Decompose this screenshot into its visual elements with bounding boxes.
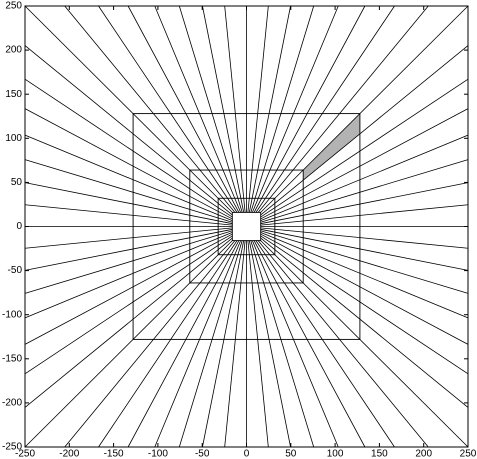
y-tick-label: 250 xyxy=(5,1,22,12)
ray xyxy=(24,228,233,271)
ray xyxy=(24,233,233,345)
ray xyxy=(260,231,469,319)
ray xyxy=(24,159,233,223)
ray xyxy=(255,5,395,213)
ray xyxy=(224,240,246,448)
ray xyxy=(98,240,238,448)
ray xyxy=(260,230,469,294)
ray xyxy=(202,240,245,448)
ray xyxy=(178,5,243,213)
ray xyxy=(24,230,233,294)
ray xyxy=(255,240,395,448)
ray xyxy=(260,240,469,448)
x-tick-label: 150 xyxy=(371,449,388,459)
ray xyxy=(253,240,366,448)
ray xyxy=(154,5,241,213)
ray xyxy=(257,240,429,448)
ray xyxy=(24,240,233,448)
ray xyxy=(127,240,240,448)
x-tick-label: 100 xyxy=(327,449,344,459)
ray xyxy=(260,227,469,249)
ray xyxy=(260,235,469,375)
square xyxy=(132,113,361,340)
y-tick-label: 150 xyxy=(5,89,22,100)
ray xyxy=(247,240,269,448)
ray xyxy=(127,5,240,213)
ray xyxy=(250,240,315,448)
ray xyxy=(260,134,469,222)
ray xyxy=(260,182,469,225)
ray xyxy=(260,204,469,226)
y-tick-label: -250 xyxy=(2,442,22,453)
ray xyxy=(24,231,233,319)
x-tick-label: -50 xyxy=(195,449,210,459)
x-tick-label: -150 xyxy=(104,449,124,459)
square xyxy=(217,197,276,256)
y-tick-label: -150 xyxy=(2,353,22,364)
shaded-cell xyxy=(303,113,360,181)
x-tick-label: 0 xyxy=(244,449,250,459)
ray xyxy=(260,45,469,216)
ray xyxy=(24,78,233,218)
ray xyxy=(247,5,269,213)
ray xyxy=(24,204,233,226)
square xyxy=(189,169,304,284)
y-tick-label: -50 xyxy=(8,265,23,276)
y-tick-label: -100 xyxy=(2,309,22,320)
ray xyxy=(250,5,315,213)
x-tick-label: 250 xyxy=(460,449,477,459)
ray xyxy=(178,240,243,448)
ray xyxy=(260,5,469,213)
ray xyxy=(224,5,246,213)
ray xyxy=(64,5,236,213)
ray xyxy=(24,235,233,375)
ray xyxy=(24,45,233,216)
ray xyxy=(248,5,291,213)
ray xyxy=(260,237,469,408)
ray xyxy=(24,134,233,222)
x-tick-label: 50 xyxy=(285,449,297,459)
ray xyxy=(154,240,241,448)
ray xyxy=(98,5,238,213)
ray xyxy=(24,227,233,249)
y-tick-label: -200 xyxy=(2,398,22,409)
y-tick-label: 200 xyxy=(5,45,22,56)
y-tick-label: 0 xyxy=(16,221,22,232)
y-tick-label: 50 xyxy=(11,177,23,188)
ray xyxy=(252,5,339,213)
ray xyxy=(260,108,469,220)
ray xyxy=(64,240,236,448)
y-tick-label: 100 xyxy=(5,133,22,144)
ray xyxy=(24,5,233,213)
ray xyxy=(252,240,339,448)
ray xyxy=(260,78,469,218)
ray xyxy=(24,182,233,225)
ray xyxy=(260,159,469,223)
ray xyxy=(24,237,233,408)
square xyxy=(231,211,262,242)
ray xyxy=(248,240,291,448)
ray xyxy=(24,108,233,220)
ray xyxy=(260,228,469,271)
x-tick-label: -250 xyxy=(15,449,35,459)
x-tick-label: -100 xyxy=(148,449,168,459)
ray xyxy=(202,5,245,213)
ray xyxy=(260,233,469,345)
x-tick-label: 200 xyxy=(415,449,432,459)
ray xyxy=(253,5,366,213)
ray xyxy=(257,5,429,213)
x-tick-label: -200 xyxy=(59,449,79,459)
